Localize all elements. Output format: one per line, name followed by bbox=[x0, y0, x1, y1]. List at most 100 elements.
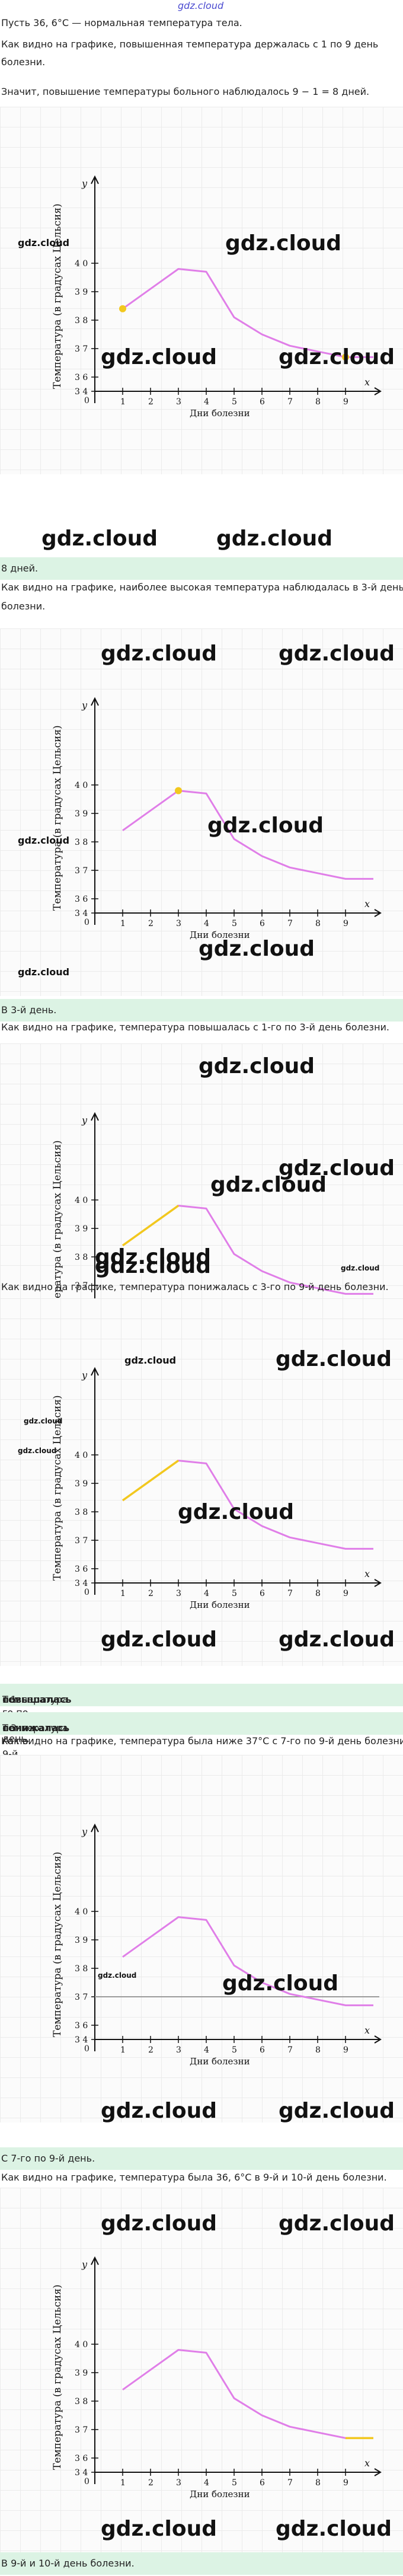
answer-6-text: В 9-й и 10-й день болезни. bbox=[1, 2558, 135, 2569]
x-tick-label: 2 bbox=[148, 2478, 153, 2488]
watermark: gdz.cloud bbox=[95, 1245, 211, 1269]
origin-label: 0 bbox=[84, 396, 89, 406]
y-tick-label: 4 0 bbox=[75, 2340, 88, 2350]
y-tick-label: 3 9 bbox=[75, 809, 88, 819]
highlight-segment bbox=[121, 1205, 180, 1247]
y-tick-label: 3 4 bbox=[75, 387, 88, 397]
q5-line-1: Как видно на графике, температура была н… bbox=[1, 1735, 403, 1747]
y-tick-label: 3 8 bbox=[75, 1508, 88, 1517]
q2-line-1: Как видно на графике, наиболее высокая т… bbox=[1, 582, 403, 593]
y-tick-label: 3 8 bbox=[75, 2397, 88, 2406]
y-tick-label: 4 0 bbox=[75, 1196, 88, 1205]
x-tick-label: 9 bbox=[343, 919, 348, 928]
data-point bbox=[119, 305, 126, 312]
answer-4b: Температура понижалась с 3-го по 9-й ден… bbox=[0, 1712, 403, 1773]
watermark: gdz.cloud bbox=[101, 641, 217, 666]
y-axis-label: Температура (в градусах Цельсия) bbox=[52, 725, 63, 911]
y-tick-label: 3 4 bbox=[75, 2035, 88, 2045]
y-axis-arrow bbox=[91, 1112, 99, 1121]
y-tick-label: 3 4 bbox=[75, 1579, 88, 1588]
x-axis-name: x bbox=[364, 2025, 370, 2036]
watermark: gdz.cloud bbox=[178, 1500, 294, 1524]
watermark: gdz.cloud bbox=[279, 345, 395, 369]
y-tick-label: 3 6 bbox=[75, 2021, 88, 2031]
y-axis-name: y bbox=[81, 1826, 88, 1837]
answer-5-text: С 7-го по 9-й день. bbox=[1, 2153, 95, 2164]
x-tick-label: 3 bbox=[176, 397, 181, 407]
y-axis-name: y bbox=[81, 1115, 88, 1126]
watermark: gdz.cloud bbox=[101, 345, 217, 369]
origin-label: 0 bbox=[84, 918, 89, 927]
watermark: gdz.cloud bbox=[124, 1355, 177, 1366]
intro-line-1: Пусть 36, 6°C — нормальная температура т… bbox=[1, 17, 242, 28]
chart-group: x y 0 1 2 3 4 5 6 7 8 9 3 4 3 6 3 7 3 8 3 9 4 0 Дни болезн… bbox=[52, 1823, 382, 2067]
top-link[interactable]: gdz.cloud bbox=[178, 0, 224, 11]
y-tick-label: 3 9 bbox=[75, 1479, 88, 1489]
answer-2: В 3-й день. bbox=[0, 999, 403, 1022]
x-tick-label: 7 bbox=[287, 397, 293, 407]
y-tick-label: 3 6 bbox=[75, 895, 88, 904]
y-axis-arrow bbox=[91, 2256, 99, 2265]
watermark: gdz.cloud bbox=[41, 526, 158, 551]
temperature-curve bbox=[122, 790, 373, 880]
y-tick-label: 4 0 bbox=[75, 781, 88, 790]
x-axis-label: Дни болезни bbox=[190, 408, 250, 419]
x-axis-name: x bbox=[364, 1568, 370, 1579]
graph-6: x y 0 1 2 3 4 5 6 7 8 9 3 4 3 6 3 7 3 8 3 9 4 0 Дни болезн… bbox=[0, 2188, 403, 2555]
watermark: gdz.cloud bbox=[18, 237, 70, 248]
x-tick-label: 9 bbox=[343, 1589, 348, 1598]
x-axis-arrow bbox=[374, 387, 382, 395]
origin-label: 0 bbox=[84, 2044, 89, 2054]
x-axis-arrow bbox=[374, 2468, 382, 2476]
watermark: gdz.cloud bbox=[98, 1971, 137, 1980]
x-tick-label: 6 bbox=[260, 2045, 265, 2055]
y-tick-label: 3 8 bbox=[75, 1964, 88, 1974]
x-axis-label: Дни болезни bbox=[190, 2056, 250, 2067]
y-axis-label: Температура (в градусах Цельсия) bbox=[52, 1140, 63, 1326]
y-tick-label: 3 8 bbox=[75, 1253, 88, 1262]
x-tick-label: 2 bbox=[148, 1589, 153, 1598]
watermark: gdz.cloud bbox=[276, 2517, 392, 2541]
y-axis-arrow bbox=[91, 1823, 99, 1833]
x-tick-label: 1 bbox=[120, 2045, 126, 2055]
x-axis-name: x bbox=[364, 2457, 370, 2469]
graph-5: x y 0 1 2 3 4 5 6 7 8 9 3 4 3 6 3 7 3 8 3 9 4 0 Дни болезн… bbox=[0, 1755, 403, 2122]
x-tick-label: 6 bbox=[260, 2478, 265, 2488]
x-tick-label: 5 bbox=[232, 2045, 237, 2055]
x-tick-label: 2 bbox=[148, 2045, 153, 2055]
chart-svg: x y 0 1 2 3 4 5 6 7 8 9 3 4 3 6 3 7 3 8 3 9 4 0 Дни болезн… bbox=[52, 1823, 382, 2067]
x-tick-label: 8 bbox=[315, 2045, 321, 2055]
chart-group: x y 0 1 2 3 4 5 6 7 8 9 3 4 3 6 3 7 3 8 3 9 4 0 Дни болезн… bbox=[52, 175, 382, 419]
watermark: gdz.cloud bbox=[207, 813, 324, 838]
graph-2: x y 0 1 2 3 4 5 6 7 8 9 3 4 3 6 3 7 3 8 3 9 4 0 Дни болезн… bbox=[0, 628, 403, 996]
y-tick-label: 3 7 bbox=[75, 2425, 88, 2435]
x-tick-label: 1 bbox=[120, 1589, 126, 1598]
y-tick-label: 3 9 bbox=[75, 1224, 88, 1234]
y-tick-label: 4 0 bbox=[75, 1451, 88, 1460]
watermark: gdz.cloud bbox=[95, 1254, 211, 1278]
y-tick-label: 3 9 bbox=[75, 288, 88, 297]
x-tick-label: 3 bbox=[176, 919, 181, 928]
watermark: gdz.cloud bbox=[210, 1173, 327, 1197]
x-tick-label: 9 bbox=[343, 2478, 348, 2488]
answer-4a-prefix: Температура bbox=[2, 1694, 68, 1705]
x-tick-label: 5 bbox=[232, 919, 237, 928]
watermark: gdz.cloud bbox=[276, 1347, 392, 1371]
x-tick-label: 6 bbox=[260, 1589, 265, 1598]
y-tick-label: 3 7 bbox=[75, 866, 88, 876]
y-axis-label: Температура (в градусах Цельсия) bbox=[52, 203, 63, 389]
watermark: gdz.cloud bbox=[279, 1627, 395, 1652]
origin-label: 0 bbox=[84, 1588, 89, 1597]
y-tick-label: 3 8 bbox=[75, 838, 88, 847]
x-tick-label: 7 bbox=[287, 2478, 293, 2488]
y-axis-name: y bbox=[81, 1370, 88, 1381]
answer-4b-prefix: Температура bbox=[2, 1722, 68, 1734]
y-axis-name: y bbox=[81, 2259, 88, 2270]
answer-6: В 9-й и 10-й день болезни. bbox=[0, 2552, 403, 2575]
y-tick-label: 3 4 bbox=[75, 2468, 88, 2478]
y-axis-name: y bbox=[81, 178, 88, 189]
x-axis-arrow bbox=[374, 909, 382, 917]
watermark: gdz.cloud bbox=[18, 835, 70, 846]
y-tick-label: 3 6 bbox=[75, 373, 88, 382]
x-axis-name: x bbox=[364, 376, 370, 388]
